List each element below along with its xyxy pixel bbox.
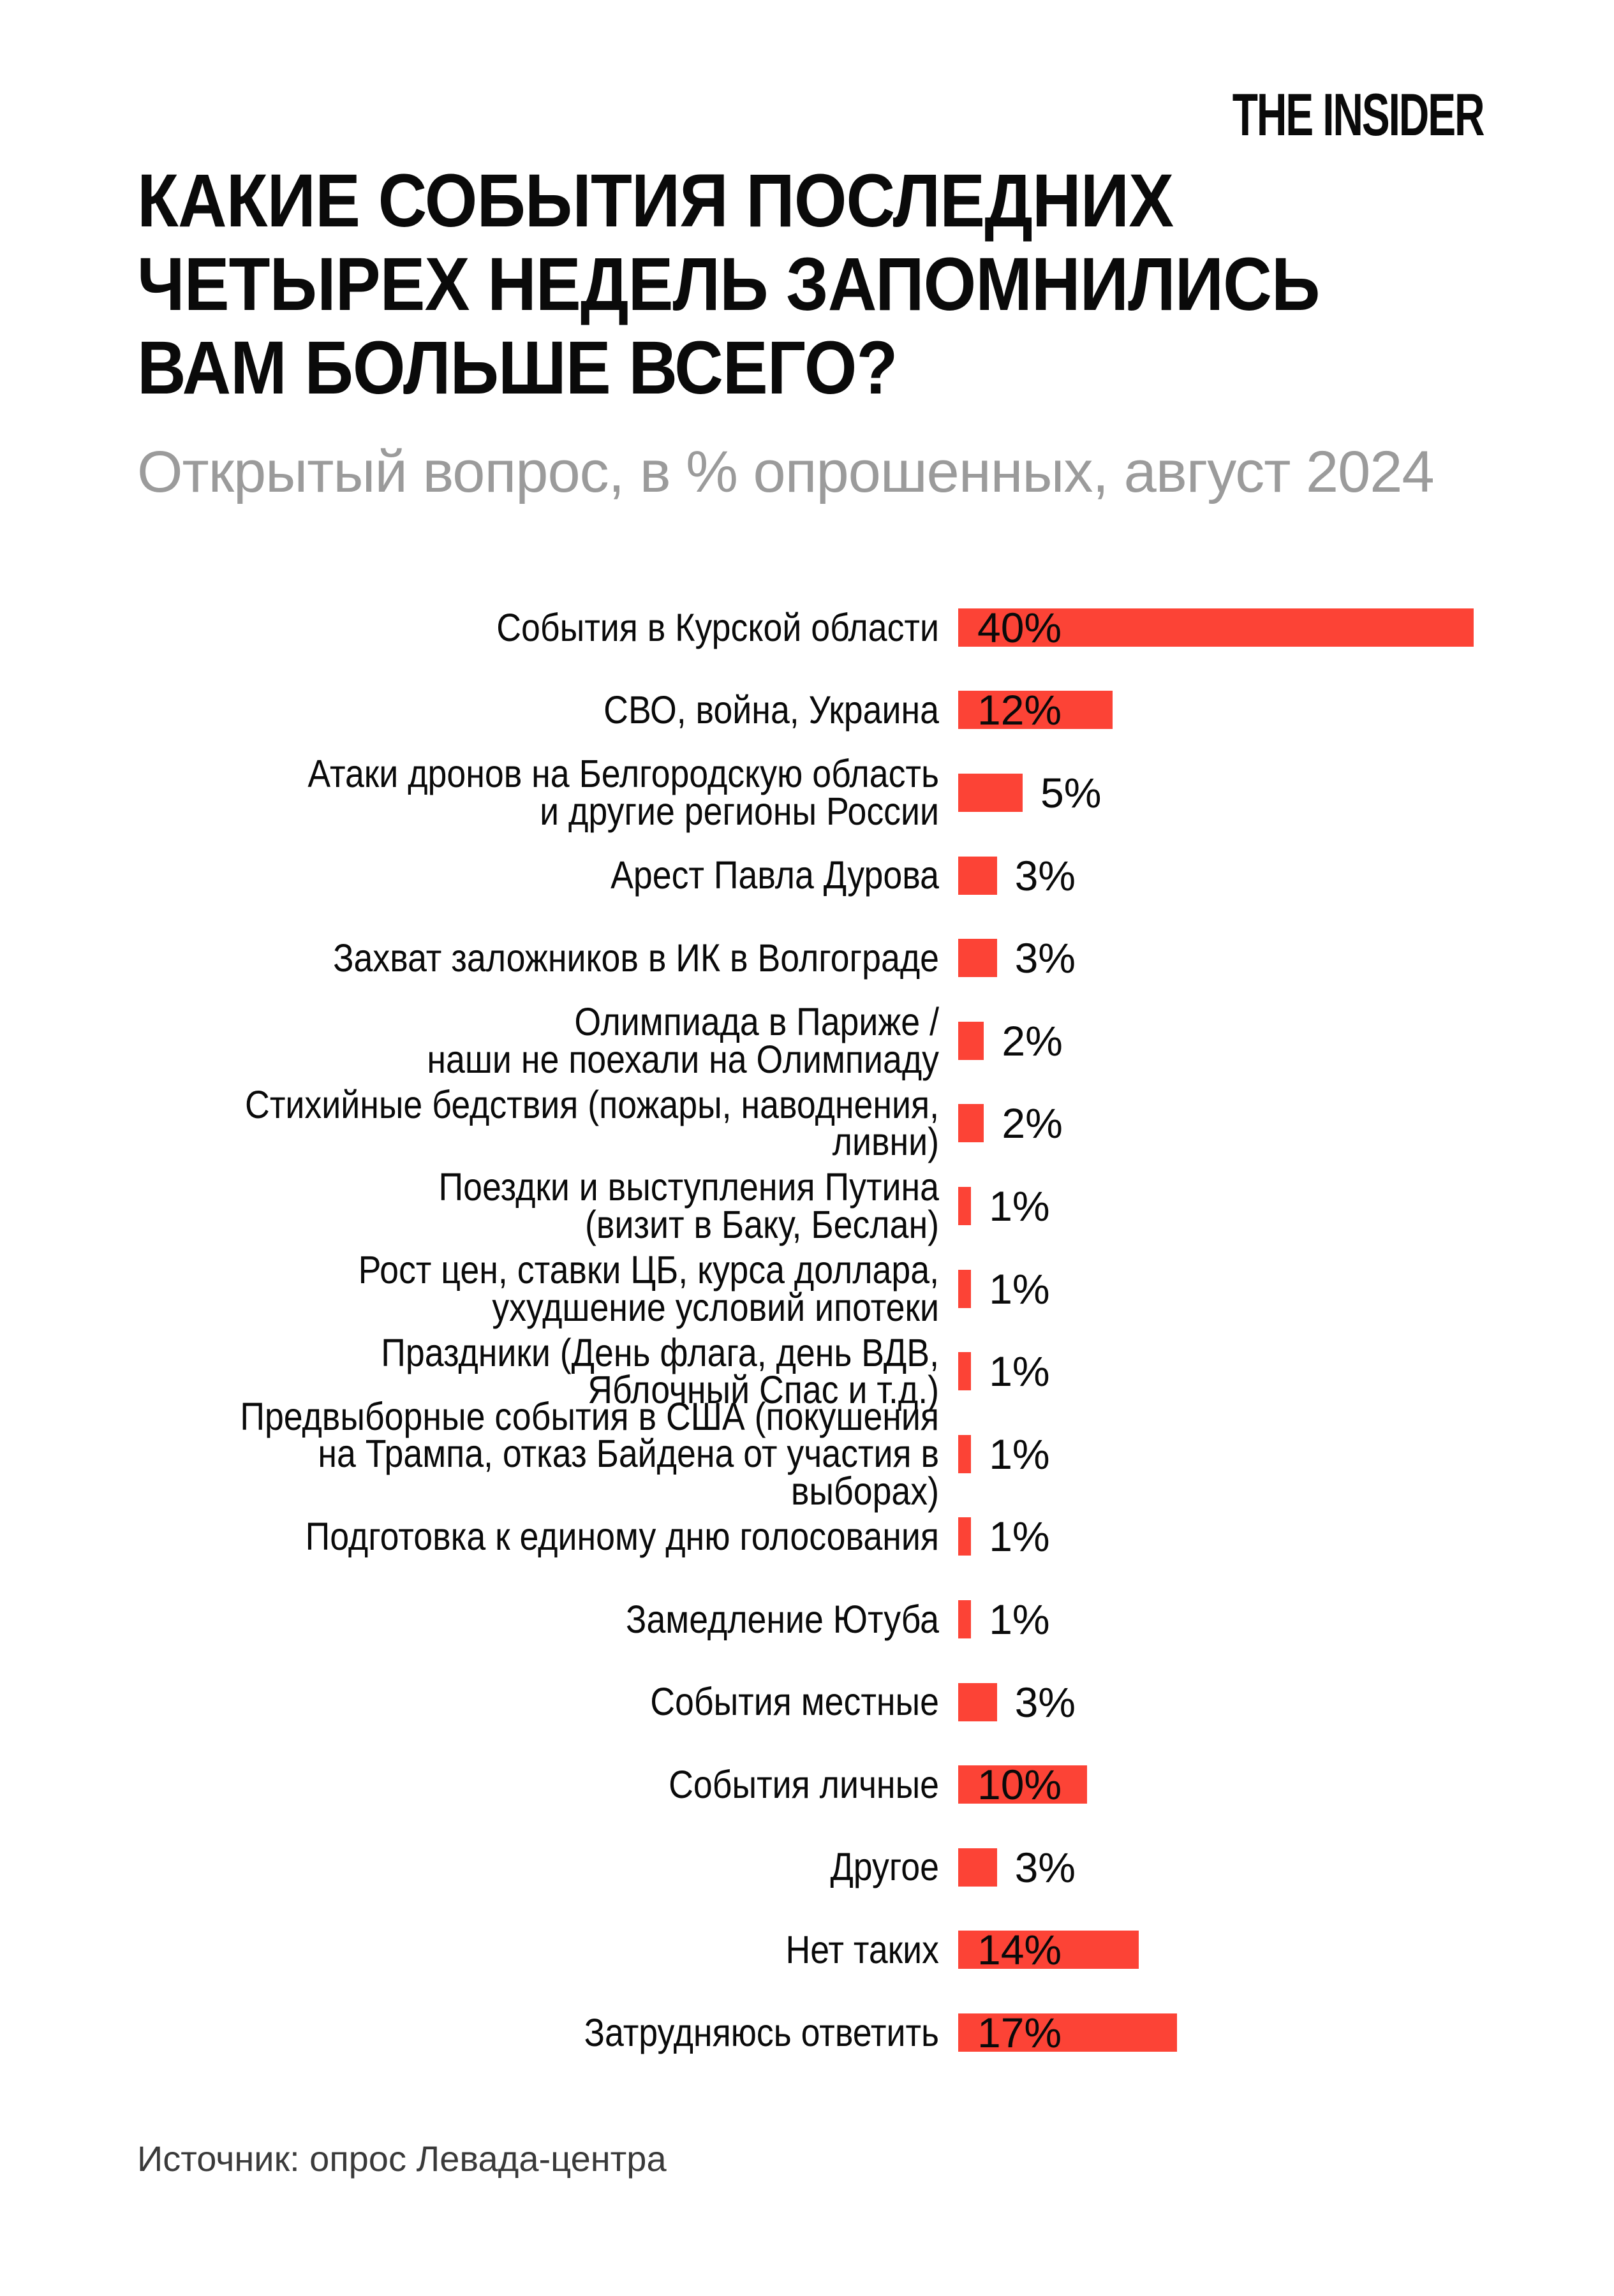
bar-value-label: 3% [1014,1843,1076,1891]
bar-area: 14% [958,1926,1528,1973]
category-label: Предвыборные события в США (покушения на… [240,1394,939,1513]
category-label: Атаки дронов на Белгородскую область и д… [307,752,939,833]
bar-area: 1% [958,1430,1528,1478]
bar-value-label: 12% [977,686,1062,734]
category-label: Олимпиада в Париже / наши не поехали на … [427,1000,939,1081]
category-label: События местные [650,1680,939,1724]
the-insider-logo: THE INSIDER [1232,81,1484,148]
bar-area: 10% [958,1761,1528,1808]
bar-area: 12% [958,686,1528,733]
bar-area: 2% [958,1099,1528,1147]
category-label: Подготовка к единому дню голосования [305,1515,939,1559]
chart-row: Затрудняюсь ответить 17% [137,1991,1528,2074]
chart-row: Стихийные бедствия (пожары, наводнения, … [137,1082,1528,1165]
bar-value-label: 1% [989,1513,1050,1561]
bar-area: 17% [958,2009,1528,2056]
bar-value-label: 1% [989,1595,1050,1643]
chart-row: Нет таких 14% [137,1909,1528,1992]
bar [958,1931,1139,1969]
page-title: КАКИЕ СОБЫТИЯ ПОСЛЕДНИХ ЧЕТЫРЕХ НЕДЕЛЬ З… [137,159,1320,410]
chart-row: Рост цен, ставки ЦБ, курса доллара, ухуд… [137,1247,1528,1330]
bar [958,2013,1178,2052]
category-label: Праздники (День флага, день ВДВ, Яблочны… [381,1330,939,1412]
page-subtitle: Открытый вопрос, в % опрошенных, август … [137,439,1435,504]
chart-row: Праздники (День флага, день ВДВ, Яблочны… [137,1330,1528,1413]
bar-area: 3% [958,1678,1528,1726]
category-label: Затрудняюсь ответить [584,2010,939,2054]
bar [958,856,997,895]
bar-value-label: 14% [977,1926,1062,1974]
bar-area: 1% [958,1512,1528,1561]
category-label: События в Курской области [496,605,939,649]
chart-row: События личные 10% [137,1743,1528,1826]
bar-value-label: 1% [989,1348,1050,1395]
category-label: Другое [830,1845,939,1889]
bar [958,1682,997,1721]
bar-value-label: 10% [977,1761,1062,1809]
category-label: Рост цен, ставки ЦБ, курса доллара, ухуд… [358,1248,939,1329]
bar-value-label: 17% [977,2008,1062,2056]
category-label: Замедление Ютуба [626,1597,939,1641]
category-label: Стихийные бедствия (пожары, наводнения, … [245,1082,939,1164]
bar-value-label: 2% [1002,1100,1063,1147]
bar-value-label: 1% [989,1265,1050,1313]
chart-rows: События в Курской области 40% СВО, война… [137,586,1528,2074]
category-label: Захват заложников в ИК в Волгограде [333,936,939,980]
bar [958,1600,972,1638]
bar-area: 1% [958,1182,1528,1230]
bar [958,1104,984,1143]
source-note: Источник: опрос Левада-центра [137,2138,667,2179]
bar-area: 1% [958,1347,1528,1395]
chart-row: СВО, война, Украина 12% [137,669,1528,752]
bar-value-label: 1% [989,1182,1050,1230]
bar-area: 1% [958,1265,1528,1313]
category-label: Нет таких [785,1928,939,1972]
chart-row: Атаки дронов на Белгородскую область и д… [137,751,1528,834]
bar [958,1186,972,1225]
bar [958,1517,972,1556]
chart-row: Предвыборные события в США (покушения на… [137,1397,1528,1510]
chart-row: События местные 3% [137,1661,1528,1744]
bar-area: 5% [958,769,1528,817]
chart-row: Арест Павла Дурова 3% [137,834,1528,917]
bar [958,1352,972,1391]
bar-area: 3% [958,1843,1528,1892]
category-label: Поездки и выступления Путина (визит в Ба… [438,1165,939,1246]
category-label: СВО, война, Украина [603,688,939,732]
bar-area: 1% [958,1595,1528,1644]
bar-area: 2% [958,1017,1528,1065]
bar [958,1269,972,1308]
bar-area: 3% [958,934,1528,982]
chart-row: Захват заложников в ИК в Волгограде 3% [137,916,1528,999]
chart-row: Олимпиада в Париже / наши не поехали на … [137,999,1528,1082]
bar-chart: События в Курской области 40% СВО, война… [137,586,1528,2074]
bar [958,1848,997,1887]
bar-value-label: 2% [1002,1017,1063,1064]
bar-value-label: 1% [989,1430,1050,1478]
bar [958,773,1023,812]
chart-row: Другое 3% [137,1826,1528,1909]
category-label: Арест Павла Дурова [611,853,939,897]
bar-value-label: 40% [977,603,1062,651]
bar-value-label: 5% [1040,769,1102,816]
bar-value-label: 3% [1014,934,1076,982]
bar-area: 40% [958,604,1528,651]
bar-value-label: 3% [1014,851,1076,899]
chart-row: События в Курской области 40% [137,586,1528,669]
chart-row: Замедление Ютуба 1% [137,1578,1528,1661]
bar-area: 3% [958,851,1528,900]
bar [958,608,1474,647]
bar [958,1434,972,1473]
category-label: События личные [669,1762,939,1806]
chart-row: Поездки и выступления Путина (визит в Ба… [137,1165,1528,1247]
bar-value-label: 3% [1014,1678,1076,1726]
bar [958,1021,984,1060]
bar [958,691,1113,730]
chart-row: Подготовка к единому дню голосования 1% [137,1496,1528,1578]
bar [958,939,997,978]
bar [958,1765,1087,1804]
